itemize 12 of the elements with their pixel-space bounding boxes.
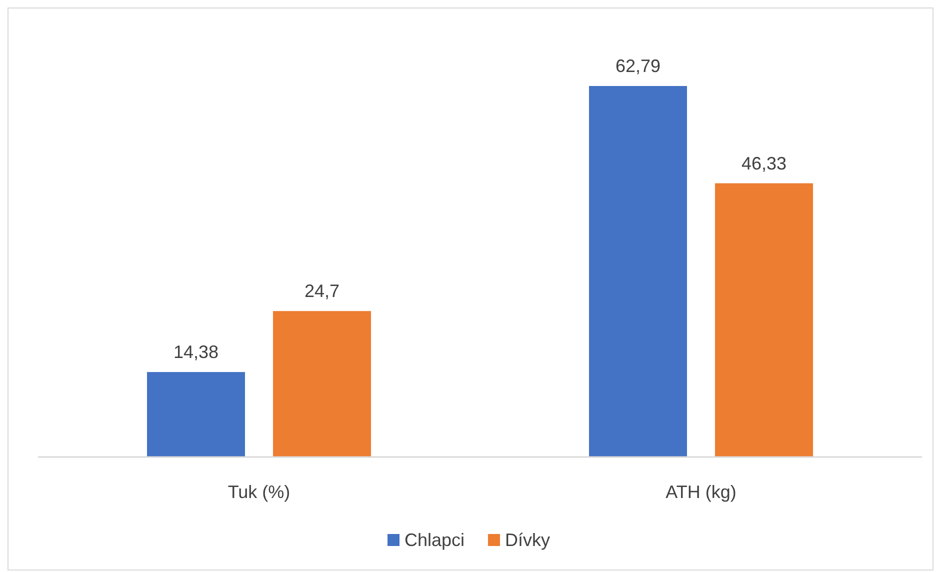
bar <box>273 311 371 457</box>
legend-label: Chlapci <box>404 530 465 550</box>
legend-label: Dívky <box>505 530 550 550</box>
bar <box>715 183 813 457</box>
data-label: 46,33 <box>741 153 787 174</box>
x-tick-label: ATH (kg) <box>666 482 736 502</box>
x-tick-label: Tuk (%) <box>228 482 290 502</box>
data-label: 62,79 <box>615 56 661 76</box>
bar <box>147 372 245 457</box>
data-label: 24,7 <box>304 281 340 302</box>
bar <box>589 86 687 457</box>
data-label: 14,38 <box>173 342 219 362</box>
